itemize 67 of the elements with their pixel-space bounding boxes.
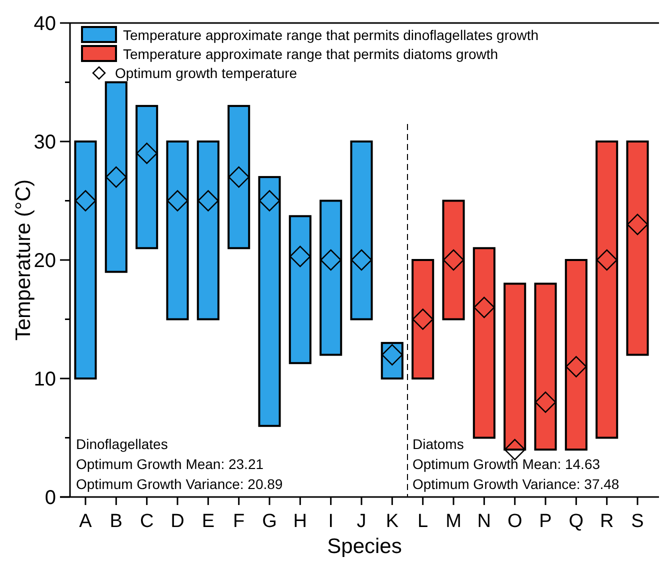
x-tick-label: O <box>507 511 522 532</box>
bar <box>412 259 434 380</box>
bar <box>472 247 496 439</box>
bar <box>564 259 588 451</box>
x-tick-label: D <box>170 511 184 532</box>
point <box>412 308 434 330</box>
point <box>136 142 158 164</box>
bar <box>288 215 312 364</box>
x-tick-label: E <box>202 511 215 532</box>
bar <box>196 140 220 320</box>
x-tick-label: B <box>110 511 122 532</box>
x-tick-label: K <box>386 511 399 532</box>
x-tick-label: F <box>233 511 245 532</box>
point <box>504 438 526 460</box>
point <box>534 392 556 413</box>
legend-label: Optimum growth temperature <box>115 64 298 81</box>
x-tick-label: H <box>293 511 308 532</box>
x-tick-label: R <box>600 511 614 532</box>
bar <box>166 140 189 320</box>
legend-label: Temperature approximate range that permits dinoflagellates growth <box>123 26 539 43</box>
x-tick-label: M <box>446 511 462 532</box>
bar <box>258 176 281 427</box>
bar <box>534 282 557 451</box>
bar <box>320 200 342 356</box>
point <box>74 190 96 212</box>
y-tick-label: 10 <box>34 368 56 390</box>
x-tick-label: G <box>262 511 277 532</box>
x-tick-label: P <box>539 511 552 532</box>
x-tick-label: J <box>356 511 366 532</box>
point <box>626 214 648 236</box>
point <box>442 249 464 271</box>
annotation: Diatoms Optimum Growth Mean: 14.63 Optimum Growth Variance: 37.48 <box>412 436 620 492</box>
bar <box>104 81 128 273</box>
point <box>166 190 188 212</box>
point <box>350 249 372 271</box>
y-axis-title: Temperature (°C) <box>12 179 35 341</box>
x-tick-label: A <box>79 511 92 532</box>
x-tick-label: I <box>328 511 334 532</box>
y-tick-label: 40 <box>34 13 56 35</box>
x-tick-label: N <box>477 511 492 532</box>
point <box>320 249 342 271</box>
bar <box>442 200 465 320</box>
bar <box>228 104 250 250</box>
x-tick-label: S <box>631 511 644 532</box>
annotation: Dinoflagellates Optimum Growth Mean: 23.21 Optimum Growth Variance: 20.89 <box>76 436 283 492</box>
bar <box>350 140 373 320</box>
point <box>258 190 280 212</box>
point <box>566 356 587 378</box>
x-axis-title: Species <box>327 535 402 558</box>
point <box>474 296 495 318</box>
point <box>228 166 250 188</box>
x-tick-label: L <box>418 511 428 532</box>
x-tick-label: Q <box>568 511 584 532</box>
point <box>106 166 127 188</box>
bar <box>74 140 97 380</box>
point <box>290 246 311 268</box>
y-tick-label: 30 <box>34 132 56 154</box>
bar <box>596 140 618 439</box>
point <box>596 249 618 271</box>
bar <box>136 104 158 250</box>
x-tick-label: C <box>140 511 154 532</box>
legend-label: Temperature approximate range that permits diatoms growth <box>123 46 498 62</box>
bar <box>626 140 649 356</box>
point <box>198 190 219 212</box>
y-tick-label: 0 <box>44 487 56 509</box>
y-tick-label: 20 <box>34 250 56 272</box>
bar <box>380 342 404 380</box>
